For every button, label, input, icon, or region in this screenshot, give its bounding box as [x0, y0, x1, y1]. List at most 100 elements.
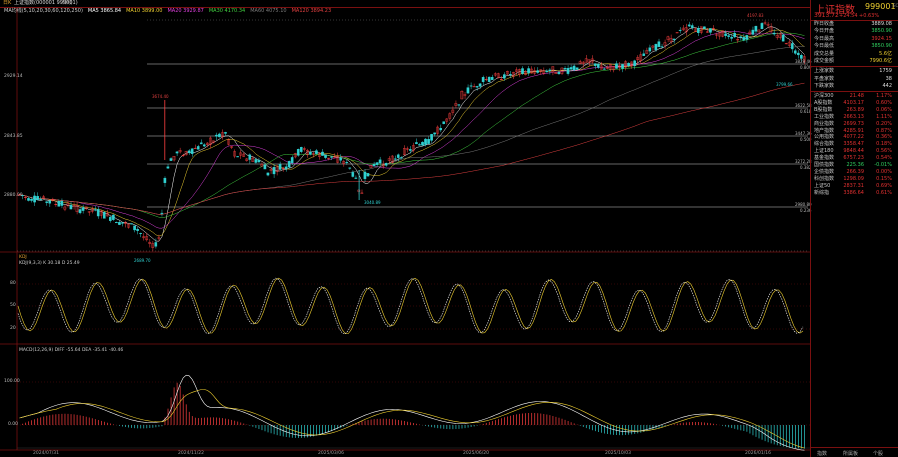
chart-title: 上证指数(000001 999001)	[14, 0, 78, 6]
current-price: 3913.72	[814, 12, 839, 19]
index-code: 999001	[865, 2, 896, 11]
kdj-lines	[17, 277, 804, 335]
kdj-axis-20: 20	[10, 326, 16, 331]
row-label: 上证50	[814, 182, 831, 189]
quote-row[interactable]: 0.56% 上证180 9848.44	[814, 148, 894, 155]
ma-legend-item: MA30 4170.34	[208, 8, 246, 14]
ma-legend-item: MA120 3894.23	[291, 8, 332, 14]
row-label: 下跌家数	[814, 83, 835, 90]
row-pct: 0.20%	[876, 120, 892, 127]
quote-row[interactable]: 0.36% 公用指数 4077.22	[814, 134, 894, 141]
panel-frames	[0, 8, 810, 451]
index-name: 上证指数	[815, 5, 855, 16]
quote-row[interactable]: 成交金额 7990.6亿	[814, 58, 894, 65]
ma-legend: MA均线(5,10,20,30,60,120,250) MA5 3865.84 MA…	[4, 8, 804, 14]
date-label-5: 2025/10/03	[605, 451, 631, 456]
quote-row[interactable]: 今日最高 3924.15	[814, 36, 894, 43]
date-label-1: 2024/07/31	[33, 451, 59, 456]
row-pct: 0.60%	[876, 99, 892, 106]
row-label: B股指数	[814, 106, 833, 113]
quote-row[interactable]: -0.01% 国债指数 225.36	[814, 162, 894, 169]
quote-row[interactable]: 平盘家数 38	[814, 76, 894, 83]
candlesticks[interactable]	[18, 20, 806, 252]
quote-row[interactable]: 0.54% 基金指数 6757.23	[814, 155, 894, 162]
row-value: 225.36	[846, 162, 865, 168]
quote-row[interactable]: 今日开盘 3850.90	[814, 28, 894, 35]
low-price-label: 2689.70	[134, 258, 151, 263]
ec-label[interactable]: EC	[893, 3, 898, 8]
row-pct: 0.36%	[876, 134, 892, 141]
row-value: 2663.13	[843, 113, 864, 120]
quote-row[interactable]: 0.61% 新综指 3386.64	[814, 190, 894, 197]
kdj-axis-80: 80	[10, 281, 16, 286]
date-label-4: 2025/06/20	[463, 451, 489, 456]
quote-row[interactable]: 0.87% 地产指数 4285.91	[814, 128, 894, 135]
fib-price-label: 3622.58	[795, 103, 812, 108]
row-pct: 0.00%	[876, 168, 892, 175]
fib-price-label: 3828.46	[795, 59, 812, 64]
chart-mode[interactable]: 日线	[62, 0, 73, 6]
quote-row[interactable]: 0.60% A股指数 4103.17	[814, 100, 894, 107]
row-label: 沪深300	[814, 93, 834, 99]
quote-row[interactable]: 0.15% 科创指数 1298.09	[814, 176, 894, 183]
quote-row[interactable]: 0.18% 综合指数 3358.47	[814, 141, 894, 148]
row-value: 21.48	[849, 93, 864, 99]
quote-sidebar: 上证指数 999001 EC 3913.72 +24.54 +0.63% 昨日收…	[810, 0, 898, 457]
row-label: 上证180	[814, 148, 834, 155]
fib-ratio-label: 0.809	[800, 65, 812, 70]
row-label: 昨日收盘	[814, 21, 835, 27]
period-label[interactable]: 日K	[3, 0, 12, 6]
row-label: 科创指数	[814, 175, 835, 182]
row-label: 新综指	[814, 189, 830, 196]
row-value: 3850.90	[871, 28, 892, 35]
kdj-panel-tag: KDJ	[19, 255, 27, 260]
chart-top-bar: 日K 上证指数(000001 999001) 日线	[0, 0, 810, 8]
dip-price-label: 3040.89	[364, 200, 381, 205]
row-label: A股指数	[814, 99, 833, 106]
fibonacci-lines	[17, 19, 808, 252]
row-value: 2837.31	[843, 182, 864, 189]
fib-ratio-label: 0.236	[800, 208, 812, 213]
quote-row[interactable]: 0.00% 企债指数 266.39	[814, 169, 894, 176]
row-pct: 0.06%	[876, 106, 892, 113]
row-label: 公用指数	[814, 134, 835, 141]
quote-row[interactable]: 1.17% 沪深300 21.48	[814, 93, 894, 100]
tab-stocks[interactable]: 个股	[873, 451, 884, 457]
date-label-3: 2025/03/06	[318, 451, 344, 456]
row-label: 商业指数	[814, 120, 835, 127]
row-value: 38	[885, 75, 892, 82]
divider	[811, 20, 898, 21]
fib-price-label: 3447.36	[795, 131, 812, 136]
row-value: 1298.09	[843, 175, 864, 182]
row-label: 企债指数	[814, 168, 835, 175]
tab-sector[interactable]: 所属板	[843, 451, 859, 457]
row-value: 4077.22	[843, 134, 864, 141]
macd-axis-0: 0.00	[8, 422, 19, 427]
quote-row[interactable]: 下跌家数 442	[814, 83, 894, 90]
row-value: 263.89	[846, 106, 865, 113]
tab-index[interactable]: 指数	[817, 451, 828, 457]
kdj-axis-50: 50	[10, 303, 16, 308]
divider	[811, 66, 898, 67]
macd-axis-100: 100.00	[4, 379, 20, 384]
quote-row[interactable]: 1.11% 工业指数 2663.13	[814, 114, 894, 121]
quote-row[interactable]: 昨日收盘 3889.08	[814, 21, 894, 28]
quote-row[interactable]: 0.06% B股指数 263.89	[814, 107, 894, 114]
quote-row[interactable]: 0.69% 上证50 2837.31	[814, 183, 894, 190]
quote-row[interactable]: 上涨家数 1759	[814, 68, 894, 75]
ma-legend-item: MA10 3899.00	[126, 8, 163, 14]
quote-row[interactable]: 成交总量 5.6亿	[814, 51, 894, 58]
quote-row[interactable]: 今日最低 3850.90	[814, 43, 894, 50]
row-value: 1759	[879, 68, 892, 74]
row-value: 442	[882, 83, 892, 90]
date-label-2: 2024/11/22	[178, 451, 204, 456]
row-label: 国债指数	[814, 162, 835, 168]
row-value: 9848.44	[843, 148, 864, 155]
quote-row[interactable]: 0.20% 商业指数 2699.73	[814, 121, 894, 128]
ma-legend-item: MA5 3865.84	[87, 8, 122, 14]
fib-price-label: 2980.80	[795, 202, 812, 207]
kline-chart-area[interactable]	[0, 0, 810, 457]
macd-header: MACD(12,26,9) DIFF -55.64 DEA -35.41 -40…	[19, 348, 124, 353]
ma-legend-item: MA60 4075.10	[250, 8, 287, 14]
row-label: 综合指数	[814, 141, 835, 148]
